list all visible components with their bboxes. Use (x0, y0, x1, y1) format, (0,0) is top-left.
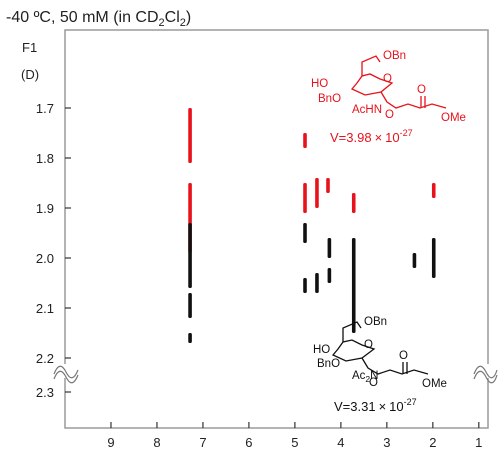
chart-title: -40 ºC, 50 mM (in CD2Cl2) (6, 9, 191, 29)
x-tick-label: 9 (107, 435, 114, 450)
svg-text:OBn: OBn (383, 50, 406, 62)
black-peak (303, 223, 307, 243)
black-peak (188, 333, 192, 343)
red-peak (431, 183, 436, 198)
x-tick-label: 1 (475, 435, 482, 450)
svg-text:Ac2N: Ac2N (352, 370, 378, 384)
x-tick-label: 6 (245, 435, 252, 450)
svg-text:OMe: OMe (422, 378, 447, 390)
y-axis-title: F1 (22, 40, 37, 55)
x-tick-label: 5 (291, 435, 298, 450)
black-peak (431, 238, 436, 278)
black-peak (327, 268, 332, 283)
x-tick-label: 8 (153, 435, 160, 450)
svg-text:O: O (364, 339, 373, 351)
peaks (188, 108, 436, 343)
black-peak (188, 223, 192, 288)
red-compound-labels: OBn HO BnO O AcHN O O OMe (311, 50, 466, 124)
svg-text:HO: HO (313, 344, 330, 356)
x-axis: 9 8 7 6 5 4 3 2 1 (107, 422, 482, 450)
y-tick-label: 1.8 (36, 151, 54, 166)
red-peak (303, 183, 307, 213)
red-peak (188, 108, 192, 163)
y-tick-label: 2.2 (36, 351, 54, 366)
black-peak (412, 253, 417, 268)
svg-text:HO: HO (311, 78, 328, 90)
y-axis-unit: (D) (21, 67, 39, 82)
svg-text:BnO: BnO (318, 93, 341, 105)
axis-break-left (52, 364, 79, 384)
x-tick-label: 4 (337, 435, 344, 450)
black-compound-structure (331, 321, 429, 375)
black-peak (315, 273, 319, 293)
x-tick-label: 7 (199, 435, 206, 450)
svg-text:O: O (399, 350, 408, 362)
x-tick-label: 2 (429, 435, 436, 450)
black-peak (327, 238, 332, 258)
svg-text:OMe: OMe (441, 112, 466, 124)
svg-text:O: O (369, 377, 378, 389)
red-peak (315, 178, 319, 208)
y-tick-label: 2.1 (36, 301, 54, 316)
svg-text:BnO: BnO (317, 358, 340, 370)
plot-frame (64, 29, 489, 429)
red-compound-structure (350, 55, 447, 109)
black-peak (351, 238, 356, 333)
black-peak (188, 293, 192, 318)
svg-text:O: O (417, 84, 426, 96)
black-peak (303, 278, 307, 293)
x-tick-label: 3 (383, 435, 390, 450)
y-tick-label: 1.7 (36, 101, 54, 116)
red-peak (303, 133, 307, 148)
svg-text:O: O (385, 109, 394, 121)
svg-text:AcHN: AcHN (352, 104, 382, 116)
y-tick-label: 1.9 (36, 201, 54, 216)
red-peak (351, 193, 356, 213)
y-tick-label: 2.3 (36, 385, 54, 400)
y-tick-label: 2.0 (36, 251, 54, 266)
black-compound-labels: OBn HO BnO O Ac2N O O OMe (313, 316, 447, 390)
axis-break-right (473, 364, 498, 384)
red-diffusion-label: V=3.98 × 10-27 (330, 128, 413, 145)
black-diffusion-label: V=3.31 × 10-27 (334, 397, 417, 414)
red-peak (326, 178, 330, 193)
svg-text:OBn: OBn (364, 316, 387, 328)
svg-text:O: O (383, 73, 392, 85)
y-axis: 1.7 1.8 1.9 2.0 2.1 2.2 2.3 (36, 101, 71, 400)
